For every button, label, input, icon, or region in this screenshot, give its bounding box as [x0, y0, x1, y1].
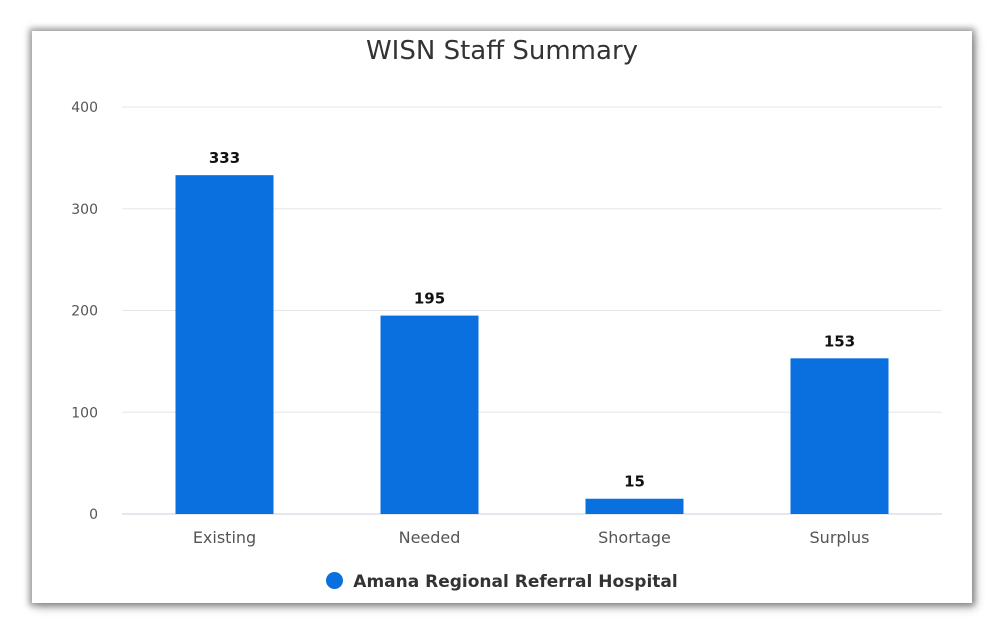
bar-existing	[175, 175, 274, 515]
y-tick-label: 0	[89, 507, 98, 523]
data-label: 333	[209, 149, 240, 167]
bar-shortage	[585, 498, 684, 514]
bar-needed	[380, 315, 479, 514]
chart-card: WISN Staff Summary 0 100 200 300 400 333 Exist…	[32, 31, 972, 603]
x-tick-label: Needed	[399, 528, 461, 547]
x-tick-label: Surplus	[810, 528, 870, 547]
chart-title: WISN Staff Summary	[365, 36, 639, 66]
bar-surplus	[790, 358, 889, 514]
y-tick-label: 300	[71, 202, 98, 218]
legend-marker-icon	[326, 572, 344, 589]
data-label: 153	[824, 332, 855, 350]
legend-label: Amana Regional Referral Hospital	[353, 572, 678, 592]
legend[interactable]: Amana Regional Referral Hospital	[32, 572, 972, 592]
bar-chart: 0 100 200 300 400 333 Existing 195 Needed 15 Short…	[71, 100, 942, 547]
x-tick-label: Shortage	[598, 528, 671, 547]
data-label: 195	[414, 290, 445, 308]
y-tick-label: 200	[71, 304, 98, 320]
data-label: 15	[624, 473, 645, 491]
y-tick-label: 400	[71, 100, 98, 116]
y-tick-label: 100	[71, 405, 98, 421]
x-tick-label: Existing	[193, 528, 256, 547]
